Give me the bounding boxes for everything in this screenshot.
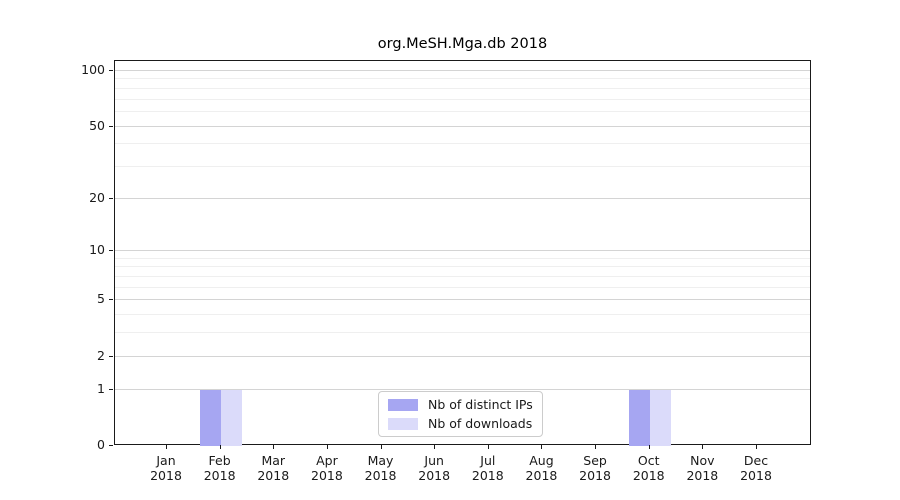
x-tick-year: 2018	[525, 468, 558, 483]
minor-gridline	[115, 257, 810, 259]
x-tick-month: Apr	[316, 453, 338, 468]
x-tick-year: 2018	[364, 468, 397, 483]
y-tick-mark	[109, 197, 113, 199]
major-gridline	[115, 388, 810, 390]
bar-downloads	[220, 389, 242, 446]
x-tick-label: Sep 2018	[565, 453, 625, 483]
x-tick-mark	[434, 445, 436, 449]
x-tick-label: Jan 2018	[136, 453, 196, 483]
x-tick-label: Dec 2018	[726, 453, 786, 483]
x-tick-mark	[273, 445, 275, 449]
x-tick-year: 2018	[579, 468, 611, 483]
x-tick-mark	[595, 445, 597, 449]
major-gridline	[115, 125, 810, 127]
y-tick-label: 50	[89, 117, 105, 133]
y-tick-mark	[109, 445, 113, 446]
x-tick-mark	[380, 445, 382, 449]
x-tick-mark	[219, 445, 221, 449]
x-tick-month: Feb	[208, 453, 231, 468]
x-tick-year: 2018	[150, 468, 182, 483]
y-tick-label: 20	[89, 189, 105, 205]
minor-gridline	[115, 87, 810, 89]
minor-gridline	[115, 78, 810, 80]
bar-distinct-ips	[199, 389, 221, 446]
x-tick-label: Jun 2018	[404, 453, 464, 483]
bar-distinct-ips	[628, 389, 650, 446]
minor-gridline	[115, 98, 810, 100]
y-tick-label: 100	[81, 61, 105, 77]
minor-gridline	[115, 314, 810, 316]
major-gridline	[115, 197, 810, 199]
x-tick-year: 2018	[311, 468, 343, 483]
minor-gridline	[115, 286, 810, 288]
x-tick-label: May 2018	[351, 453, 411, 483]
y-tick-mark	[109, 69, 113, 71]
x-tick-label: Mar 2018	[243, 453, 303, 483]
x-tick-year: 2018	[203, 468, 236, 483]
legend-label: Nb of distinct IPs	[428, 397, 533, 412]
x-tick-month: Jun	[424, 453, 444, 468]
x-tick-month: Mar	[261, 453, 286, 468]
legend-item: Nb of downloads	[388, 416, 533, 431]
minor-gridline	[115, 165, 810, 167]
y-tick-mark	[109, 388, 113, 390]
y-tick-label: 10	[89, 242, 105, 258]
minor-gridline	[115, 143, 810, 145]
x-tick-mark	[541, 445, 543, 449]
x-tick-month: Dec	[743, 453, 769, 468]
legend-item: Nb of distinct IPs	[388, 397, 533, 412]
legend: Nb of distinct IPs Nb of downloads	[378, 391, 543, 437]
y-tick-label: 1	[97, 380, 105, 396]
x-tick-year: 2018	[740, 468, 772, 483]
x-tick-mark	[166, 445, 167, 449]
x-tick-month: Oct	[637, 453, 660, 468]
x-tick-month: Aug	[529, 453, 554, 468]
chart-title: org.MeSH.Mga.db 2018	[377, 36, 548, 52]
y-tick-label: 0	[97, 437, 105, 452]
x-tick-month: Jul	[480, 453, 496, 468]
y-tick-label: 2	[97, 347, 105, 363]
minor-gridline	[115, 332, 810, 334]
major-gridline	[115, 69, 810, 71]
x-tick-month: Nov	[690, 453, 715, 468]
x-tick-year: 2018	[418, 468, 451, 483]
legend-swatch	[388, 417, 418, 430]
x-tick-mark	[648, 445, 650, 449]
x-tick-month: Jan	[156, 453, 176, 468]
minor-gridline	[115, 276, 810, 278]
x-tick-year: 2018	[686, 468, 719, 483]
major-gridline	[115, 250, 810, 252]
minor-gridline	[115, 110, 810, 112]
y-tick-mark	[109, 299, 113, 301]
major-gridline	[115, 355, 810, 357]
y-tick-mark	[109, 355, 113, 357]
x-tick-year: 2018	[257, 468, 290, 483]
x-tick-mark	[326, 445, 328, 449]
x-tick-label: Apr 2018	[297, 453, 357, 483]
x-tick-mark	[702, 445, 704, 449]
y-tick-mark	[109, 125, 113, 127]
x-tick-label: Jul 2018	[458, 453, 518, 483]
x-tick-label: Feb 2018	[190, 453, 250, 483]
plot-area	[114, 60, 811, 446]
x-tick-month: May	[367, 453, 394, 468]
major-gridline	[115, 299, 810, 301]
x-tick-year: 2018	[632, 468, 665, 483]
y-tick-label: 5	[97, 291, 105, 307]
legend-label: Nb of downloads	[428, 416, 533, 431]
legend-swatch	[388, 398, 418, 411]
bar-downloads	[649, 389, 671, 446]
x-tick-label: Oct 2018	[619, 453, 679, 483]
x-tick-year: 2018	[471, 468, 504, 483]
x-tick-month: Sep	[583, 453, 607, 468]
x-tick-label: Aug 2018	[511, 453, 571, 483]
x-tick-label: Nov 2018	[672, 453, 732, 483]
y-tick-mark	[109, 250, 113, 252]
x-tick-mark	[487, 445, 489, 449]
x-tick-mark	[756, 445, 757, 449]
minor-gridline	[115, 266, 810, 268]
